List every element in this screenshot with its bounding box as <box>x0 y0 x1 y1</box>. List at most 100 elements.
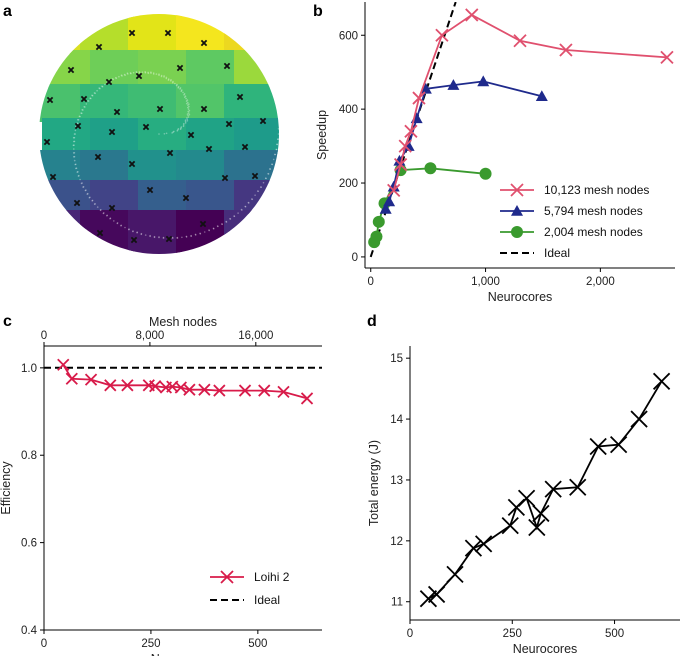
mesh-node <box>91 94 94 97</box>
partition-center <box>46 96 54 104</box>
mesh-node <box>158 236 160 238</box>
partition-center-stroke-b <box>94 153 102 161</box>
data-point <box>419 82 432 94</box>
partition-center <box>182 194 190 202</box>
mesh-node <box>251 198 253 200</box>
mesh-node <box>77 171 79 173</box>
y-tick-label: 13 <box>390 475 403 487</box>
mesh-region <box>80 150 134 184</box>
mesh-region <box>90 50 144 88</box>
y-tick-label: 200 <box>339 178 358 190</box>
data-point <box>183 383 196 396</box>
mesh-node <box>277 138 279 140</box>
mesh-node <box>180 126 183 128</box>
mesh-node <box>112 78 114 81</box>
mesh-node <box>182 124 185 126</box>
mesh-node <box>111 78 114 80</box>
x-tick-label: 500 <box>248 638 267 650</box>
partition-center <box>135 72 143 80</box>
x-tick-label: 0 <box>368 276 374 288</box>
mesh-node <box>179 88 181 90</box>
series-line-0 <box>427 380 663 600</box>
partition-center <box>166 149 174 157</box>
mesh-node <box>85 189 87 191</box>
data-point-stroke-b <box>258 384 271 397</box>
mesh-node <box>129 72 132 74</box>
mesh-node <box>144 71 147 74</box>
mesh-node <box>79 178 81 181</box>
mesh-node <box>127 73 129 75</box>
partition-center <box>241 143 249 151</box>
mesh-node <box>88 196 91 199</box>
mesh-node <box>77 175 80 177</box>
mesh-region <box>80 84 134 122</box>
mesh-region <box>39 150 86 184</box>
mesh-node <box>152 73 155 75</box>
partition-center <box>225 120 233 128</box>
mesh-node <box>103 212 105 214</box>
y-tick-label: 1.0 <box>21 363 37 375</box>
mesh-node <box>99 209 102 212</box>
mesh-node <box>153 235 156 238</box>
data-point <box>387 180 400 192</box>
data-point-stroke-b <box>419 590 438 608</box>
legend-label: Ideal <box>254 593 280 607</box>
mesh-region <box>42 180 96 214</box>
mesh-node <box>158 73 160 75</box>
mesh-node <box>81 109 83 111</box>
x-axis-label: Neurocores <box>151 652 216 656</box>
mesh-node <box>186 99 189 101</box>
data-point <box>609 436 628 454</box>
mesh-node <box>260 186 263 188</box>
data-point-stroke-b <box>501 516 519 535</box>
mesh-node <box>190 235 192 237</box>
mesh-node <box>260 186 262 188</box>
partition-center <box>221 174 229 182</box>
legend-label: 10,123 mesh nodes <box>544 183 649 197</box>
mesh-node <box>128 228 130 230</box>
mesh-region <box>186 180 240 214</box>
mesh-node <box>130 72 132 75</box>
mesh-node <box>113 220 115 222</box>
partition-center <box>223 62 231 70</box>
mesh-node <box>80 112 82 114</box>
mesh-region <box>186 118 240 154</box>
data-point-stroke-b <box>464 539 483 557</box>
data-point-stroke-b <box>65 372 78 385</box>
mesh-node <box>77 122 79 125</box>
x-tick-label: 500 <box>605 628 624 640</box>
mesh-node <box>187 108 190 110</box>
mesh-node <box>85 103 88 105</box>
mesh-node <box>212 228 215 230</box>
partition-center <box>142 123 150 131</box>
mesh-node <box>81 182 83 184</box>
partition-center-stroke-b <box>73 199 81 207</box>
mesh-node <box>244 205 247 208</box>
mesh-node <box>116 222 119 224</box>
mesh-node <box>254 194 256 196</box>
mesh-node <box>208 229 210 231</box>
mesh-node <box>138 71 141 73</box>
mesh-node <box>138 72 141 74</box>
mesh-node <box>176 236 179 239</box>
mesh-node <box>186 113 189 115</box>
legend-label: Loihi 2 <box>254 570 290 584</box>
data-point <box>398 139 412 153</box>
data-point <box>412 91 426 105</box>
mesh-node <box>186 117 188 119</box>
partition-center <box>113 108 121 116</box>
mesh-node <box>73 136 76 139</box>
y-axis-label: Total energy (J) <box>367 440 381 526</box>
data-point <box>198 383 211 396</box>
mesh-node <box>233 215 236 218</box>
partition-center <box>176 64 184 72</box>
mesh-node <box>274 153 276 156</box>
mesh-node <box>75 163 77 166</box>
data-point <box>370 230 383 243</box>
mesh-node <box>172 81 174 84</box>
data-point <box>544 480 562 498</box>
mesh-node <box>136 231 138 233</box>
mesh-region <box>176 150 230 184</box>
data-point-stroke-b <box>404 124 418 138</box>
partition-center <box>156 105 164 113</box>
